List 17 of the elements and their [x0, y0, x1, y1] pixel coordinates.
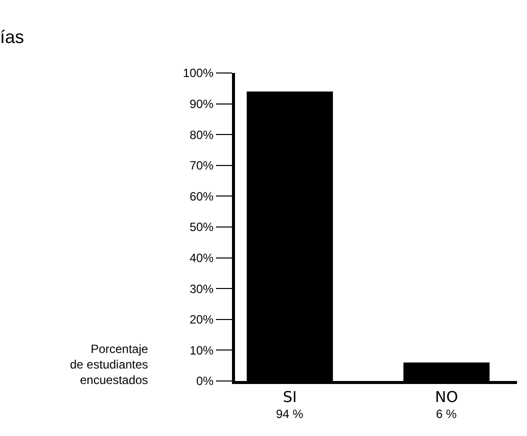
x-tick-label: NO	[434, 388, 458, 406]
data-label: 6 %	[436, 407, 458, 421]
y-tick-label: 80%	[190, 128, 214, 142]
y-axis-title: Porcentaje de estudiantes encuestados	[70, 342, 148, 388]
y-tick-label: 60%	[190, 189, 214, 204]
y-tick-label: 30%	[190, 282, 214, 296]
y-tick-label: 20%	[190, 312, 214, 327]
text: ías	[0, 27, 24, 48]
y-tick-label: 100%	[182, 66, 214, 80]
y-tick-label: 50%	[190, 220, 214, 234]
y-tick-label: 0%	[196, 374, 214, 388]
y-tick-label: 90%	[190, 97, 214, 111]
data-label: 94 %	[276, 407, 304, 421]
y-tick-label: 10%	[190, 343, 214, 358]
x-tick-label: SI	[282, 388, 297, 406]
y-tick-label: 40%	[190, 251, 214, 265]
y-tick-label: 70%	[190, 158, 214, 173]
